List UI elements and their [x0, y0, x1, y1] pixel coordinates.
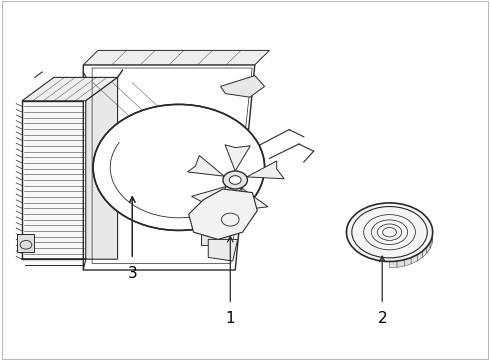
Polygon shape — [83, 50, 270, 65]
Polygon shape — [241, 188, 268, 215]
Polygon shape — [404, 205, 411, 213]
Circle shape — [223, 171, 247, 189]
Polygon shape — [22, 101, 86, 259]
Polygon shape — [246, 161, 284, 179]
Polygon shape — [404, 257, 411, 266]
Text: 1: 1 — [225, 311, 235, 326]
Circle shape — [20, 240, 32, 249]
Circle shape — [93, 104, 265, 230]
Polygon shape — [417, 251, 422, 261]
Polygon shape — [188, 156, 224, 176]
Polygon shape — [225, 145, 250, 171]
Polygon shape — [17, 234, 34, 252]
Polygon shape — [220, 76, 265, 97]
Text: 3: 3 — [127, 266, 137, 281]
Polygon shape — [430, 237, 432, 249]
Polygon shape — [201, 223, 230, 245]
Circle shape — [229, 176, 241, 184]
Polygon shape — [390, 203, 397, 210]
Polygon shape — [417, 210, 422, 220]
Polygon shape — [192, 186, 226, 210]
Polygon shape — [86, 77, 118, 259]
Polygon shape — [390, 261, 397, 268]
Polygon shape — [411, 207, 417, 216]
Polygon shape — [432, 232, 433, 244]
Polygon shape — [208, 239, 238, 261]
Ellipse shape — [346, 203, 433, 261]
Polygon shape — [397, 260, 404, 267]
Polygon shape — [411, 255, 417, 264]
Text: 2: 2 — [377, 311, 387, 326]
Polygon shape — [22, 77, 118, 101]
Polygon shape — [422, 213, 427, 224]
Polygon shape — [430, 222, 432, 234]
Polygon shape — [422, 247, 427, 257]
Polygon shape — [427, 242, 430, 253]
Polygon shape — [432, 227, 433, 239]
Polygon shape — [189, 189, 257, 239]
Polygon shape — [83, 65, 255, 270]
Polygon shape — [397, 203, 404, 211]
Polygon shape — [427, 218, 430, 229]
